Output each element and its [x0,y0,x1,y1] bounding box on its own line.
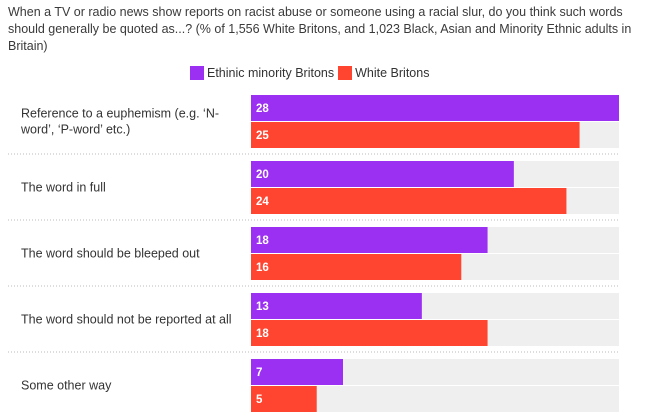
data-label: 16 [256,262,269,274]
category-label: The word in full [21,181,106,195]
data-label: 18 [256,235,269,247]
category-label-line: Reference to a euphemism (e.g. ‘N- [21,107,219,121]
legend-swatch-white [338,66,353,80]
legend-item-white: White Britons [338,66,429,80]
data-label: 18 [256,328,269,340]
category-label-line: Some other way [21,379,112,393]
category-label: Reference to a euphemism (e.g. ‘N-word’,… [20,107,219,137]
legend-label-ethnic-minority: Ethinic minority Britons [207,66,335,80]
category-label: Some other way [21,379,112,393]
data-label: 13 [256,301,269,313]
legend-item-ethnic-minority: Ethinic minority Britons [190,66,334,80]
data-label: 25 [256,130,269,142]
bar-ethnic-minority [251,293,422,319]
category-label: The word should be bleeped out [21,247,200,261]
bar-ethnic-minority [251,359,343,385]
bar-ethnic-minority [251,227,488,253]
data-label: 5 [256,394,263,406]
category-label: The word should not be reported at all [21,313,232,327]
bar-white [251,188,567,214]
chart-title: When a TV or radio news show reports on … [8,5,632,53]
bar-ethnic-minority [251,161,514,187]
data-label: 7 [256,367,262,379]
data-label: 24 [256,196,269,208]
bar-white [251,386,317,412]
legend-swatch-ethnic-minority [190,66,204,80]
bar-white [251,122,580,148]
data-label: 20 [256,169,269,181]
legend-label-white: White Britons [355,66,430,80]
bar-white [251,254,462,280]
legend: Ethinic minority Britons White Britons [190,66,433,80]
category-label-line: The word should not be reported at all [21,313,232,327]
data-label: 28 [256,103,269,115]
category-label-line: The word should be bleeped out [21,247,200,261]
category-label-line: word’, ‘P-word’ etc.) [20,123,130,137]
bar-white [251,320,488,346]
category-label-line: The word in full [21,181,106,195]
bar-ethnic-minority [251,95,619,121]
